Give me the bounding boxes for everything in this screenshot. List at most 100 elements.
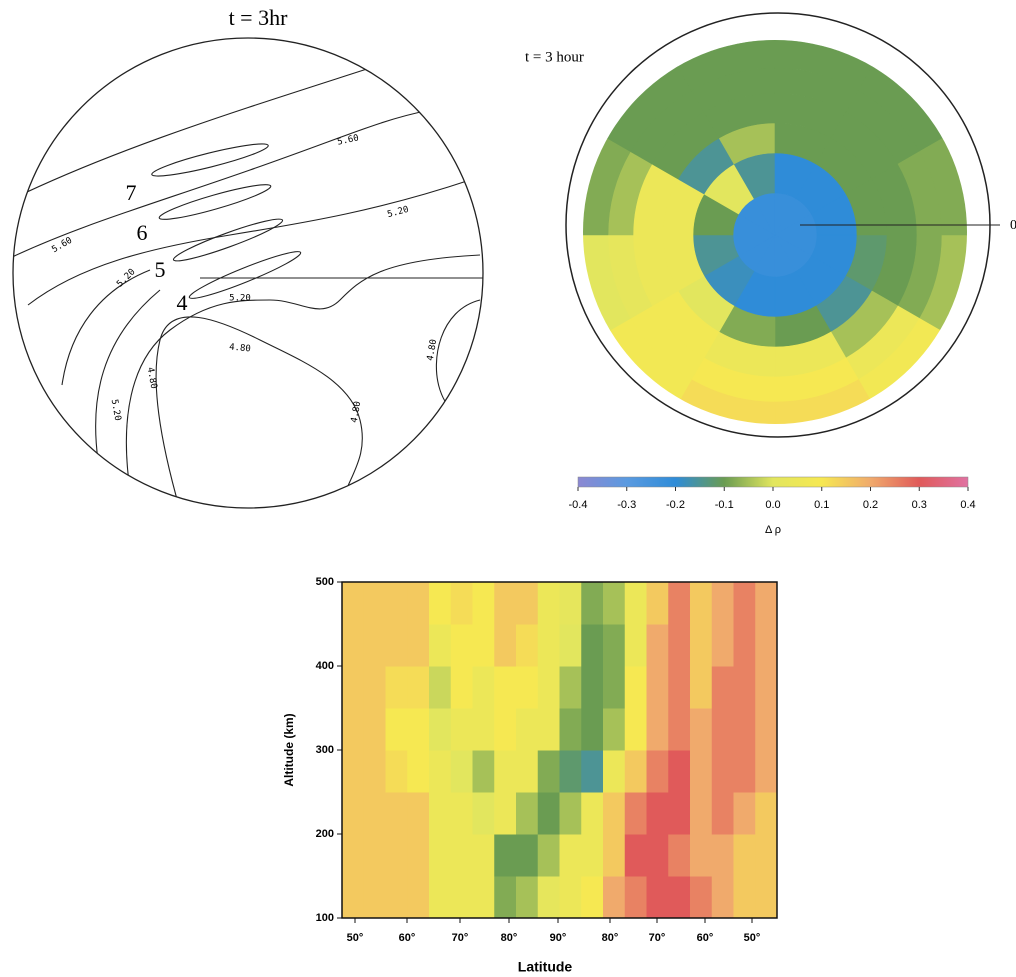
heat-cell <box>516 624 538 667</box>
heatmap-cells <box>342 582 778 919</box>
heat-cell <box>581 750 603 793</box>
heat-cell <box>386 876 408 919</box>
heatmap-panel: Latitude Altitude (km) 10020030040050050… <box>282 576 777 975</box>
heat-cell <box>755 750 777 793</box>
heat-cell <box>429 582 451 625</box>
heat-cell <box>473 750 495 793</box>
heat-cell <box>712 582 734 625</box>
x-tick-label: 60° <box>399 932 416 944</box>
contour-label: 5.20 <box>109 399 123 422</box>
heat-cell <box>625 834 647 877</box>
heat-cell <box>668 582 690 625</box>
heat-cell <box>386 834 408 877</box>
heat-cell <box>560 708 582 751</box>
heat-cell <box>647 834 669 877</box>
heat-cell <box>407 666 429 709</box>
heat-cell <box>647 582 669 625</box>
x-tick-label: 50° <box>744 932 761 944</box>
heat-cell <box>734 582 756 625</box>
heat-cell <box>712 666 734 709</box>
heat-cell <box>690 750 712 793</box>
heat-cell <box>712 624 734 667</box>
heat-cell <box>581 624 603 667</box>
streak <box>157 179 272 224</box>
heat-cell <box>342 582 364 625</box>
colorbar-tick-label: 0.1 <box>814 499 829 511</box>
heat-cell <box>668 876 690 919</box>
heat-cell <box>451 876 473 919</box>
heat-cell <box>734 834 756 877</box>
heat-cell <box>755 582 777 625</box>
heat-cell <box>690 624 712 667</box>
heat-cell <box>603 834 625 877</box>
heat-cell <box>690 876 712 919</box>
region-label: 7 <box>126 180 137 205</box>
y-tick-label: 500 <box>316 576 334 588</box>
contour-lines <box>0 68 490 510</box>
heat-cell <box>494 750 516 793</box>
heat-cell <box>581 876 603 919</box>
heat-cell <box>560 750 582 793</box>
heat-cell <box>647 624 669 667</box>
contour-panel: t = 3hr 5.605.605.205.205.204.805.204.80… <box>0 5 490 510</box>
x-tick-label: 60° <box>697 932 714 944</box>
heat-cell <box>342 750 364 793</box>
contour-label: 5.20 <box>386 205 410 220</box>
page: {"chart_data": [ {"type": "contour", "ti… <box>0 0 1016 977</box>
heat-cell <box>342 666 364 709</box>
y-tick-label: 400 <box>316 660 334 672</box>
contour-line <box>156 317 362 510</box>
heat-cell <box>451 750 473 793</box>
heat-cell <box>494 666 516 709</box>
heat-cell <box>473 666 495 709</box>
streak <box>150 139 270 182</box>
heat-cell <box>364 834 386 877</box>
heat-cell <box>603 582 625 625</box>
heat-cell <box>407 708 429 751</box>
heat-cell <box>342 708 364 751</box>
contour-label: 4.80 <box>350 401 364 424</box>
x-tick-label: 70° <box>452 932 469 944</box>
heat-cell <box>690 582 712 625</box>
heat-cell <box>364 582 386 625</box>
heat-cell <box>581 708 603 751</box>
heat-cell <box>407 876 429 919</box>
colorbar-tick-label: 0.0 <box>765 499 780 511</box>
heat-cell <box>690 666 712 709</box>
heat-cell <box>690 792 712 835</box>
heat-cell <box>625 582 647 625</box>
contour-label: 5.20 <box>229 294 251 304</box>
heat-cell <box>581 834 603 877</box>
heat-cell <box>538 876 560 919</box>
heat-cell <box>581 792 603 835</box>
heat-cell <box>473 876 495 919</box>
heat-cell <box>364 708 386 751</box>
heat-cell <box>342 624 364 667</box>
heat-cell <box>494 708 516 751</box>
heat-cell <box>407 792 429 835</box>
heat-cell <box>364 750 386 793</box>
heat-cell <box>516 876 538 919</box>
heat-cell <box>407 624 429 667</box>
heat-cell <box>668 708 690 751</box>
heat-cell <box>494 582 516 625</box>
heat-cell <box>429 666 451 709</box>
heat-cell <box>364 792 386 835</box>
heat-cell <box>429 708 451 751</box>
heat-cell <box>712 876 734 919</box>
contour-label: 5.20 <box>115 267 137 289</box>
heat-cell <box>494 624 516 667</box>
heat-cell <box>407 750 429 793</box>
heat-cell <box>560 834 582 877</box>
region-label: 6 <box>137 220 148 245</box>
heat-cell <box>734 708 756 751</box>
heat-cell <box>603 666 625 709</box>
figure: t = 3hr 5.605.605.205.205.204.805.204.80… <box>0 0 1016 977</box>
heat-cell <box>538 708 560 751</box>
heat-cell <box>734 792 756 835</box>
colorbar-tick-label: -0.1 <box>715 499 734 511</box>
heat-cell <box>473 792 495 835</box>
heat-cell <box>516 582 538 625</box>
heat-cell <box>451 708 473 751</box>
contour-line <box>0 68 370 205</box>
